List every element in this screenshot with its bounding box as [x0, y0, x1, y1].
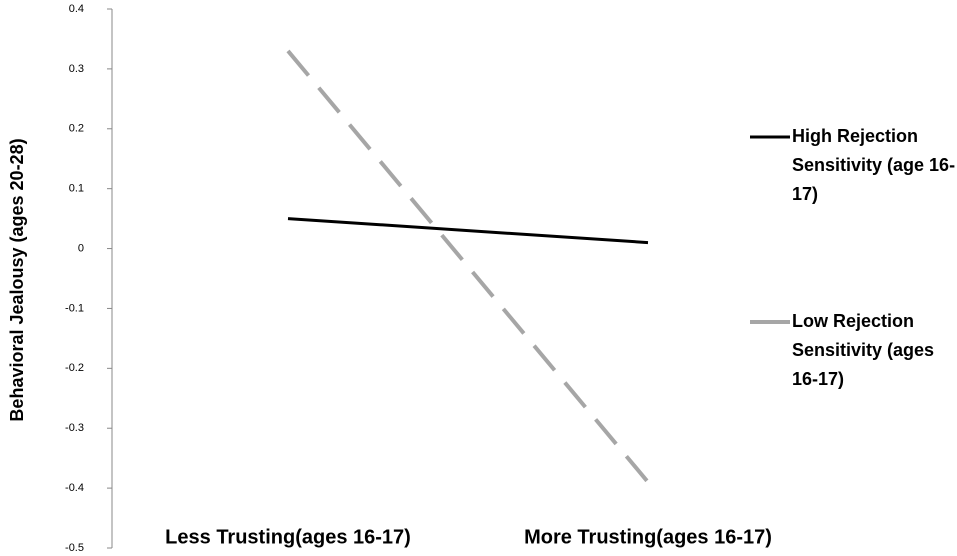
x-tick-label: More Trusting(ages 16-17) — [524, 526, 772, 548]
series-line — [287, 217, 649, 245]
y-tick-label: -0.1 — [65, 302, 84, 314]
y-tick-label: -0.5 — [65, 542, 84, 554]
legend-label: High Rejection Sensitivity (age 16-17) — [792, 126, 956, 204]
y-tick-label: 0.3 — [69, 63, 84, 75]
y-axis-label: Behavioral Jealousy (ages 20-28) — [7, 138, 27, 421]
y-tick-label: 0.4 — [69, 3, 84, 15]
y-tick-label: 0.2 — [69, 123, 84, 135]
y-tick-label: -0.2 — [65, 362, 84, 374]
y-tick-label: -0.4 — [65, 482, 84, 494]
legend-label: Low Rejection Sensitivity (ages 16-17) — [792, 311, 935, 389]
y-tick-label: 0.1 — [69, 183, 84, 195]
series-line — [286, 49, 650, 484]
x-tick-label: Less Trusting(ages 16-17) — [165, 526, 411, 548]
y-tick-label: 0 — [78, 242, 84, 254]
y-tick-label: -0.3 — [65, 422, 84, 434]
